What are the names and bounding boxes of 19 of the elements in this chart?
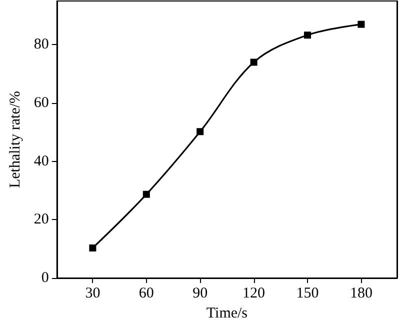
y-tick-label: 80 [34, 36, 49, 53]
y-tick-label: 60 [34, 95, 49, 112]
x-tick-label: 180 [350, 286, 372, 302]
point [142, 190, 150, 198]
point [304, 32, 311, 39]
y-tick-label: 40 [34, 153, 49, 170]
x-axis-title: Time/s [206, 306, 248, 322]
x-tick-label: 150 [296, 286, 319, 302]
y-axis-title: Lethality rate/% [8, 90, 24, 188]
point [89, 244, 96, 252]
point [196, 128, 204, 136]
y-tick-label: 20 [34, 212, 49, 228]
x-tick-label: 60 [138, 286, 154, 302]
x-tick-label: 120 [242, 286, 266, 302]
point [250, 58, 258, 66]
x-tick-label: 30 [85, 286, 100, 302]
point [358, 20, 365, 28]
y-tick-label: 0 [41, 270, 49, 286]
x-tick-label: 90 [192, 286, 208, 302]
